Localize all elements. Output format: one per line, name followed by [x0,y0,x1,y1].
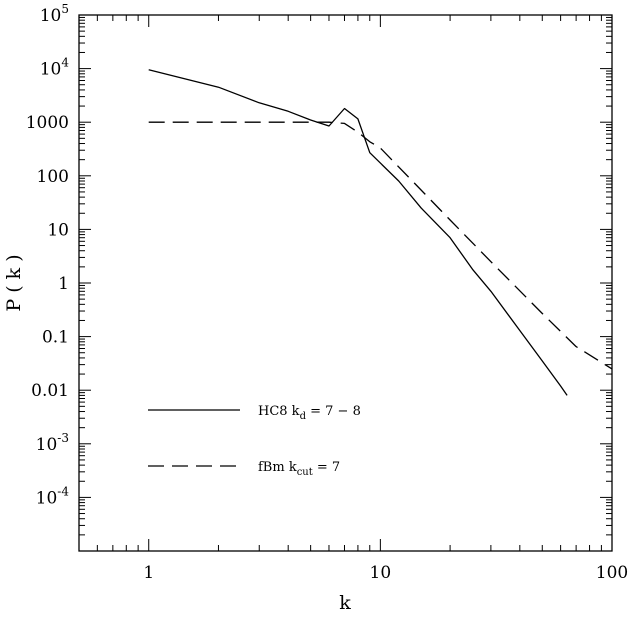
series-layer [148,69,613,396]
x-tick-label: 100 [596,563,628,583]
x-tick-label: 10 [370,563,392,583]
y-tick-label: 10 [47,220,69,240]
y-tick-label: 0.01 [31,381,69,401]
y-tick-label: 1000 [26,113,69,133]
series-line-2 [148,121,613,370]
legend-label-2: fBm kcut = 7 [258,460,340,478]
series-line-1 [148,69,568,396]
tick-labels: 1 10 100 10-4 10-3 0.01 0.1 1 10 100 1000 104 105 [26,2,628,583]
y-tick-label: 10-4 [36,484,70,508]
plot-frame [78,14,613,552]
y-tick-label: 100 [37,167,69,187]
legend-label-1: HC8 kd = 7 − 8 [258,404,361,422]
x-axis-label: k [339,592,351,614]
y-tick-label: 105 [40,2,69,26]
legend: HC8 kd = 7 − 8 fBm kcut = 7 [148,404,361,478]
y-tick-label: 104 [40,56,70,80]
x-tick-label: 1 [143,563,154,583]
y-tick-label: 10-3 [36,431,69,455]
y-tick-label: 1 [58,274,69,294]
y-axis-label: P ( k ) [3,254,25,311]
axis-ticks [78,14,613,552]
y-tick-label: 0.1 [42,328,69,348]
